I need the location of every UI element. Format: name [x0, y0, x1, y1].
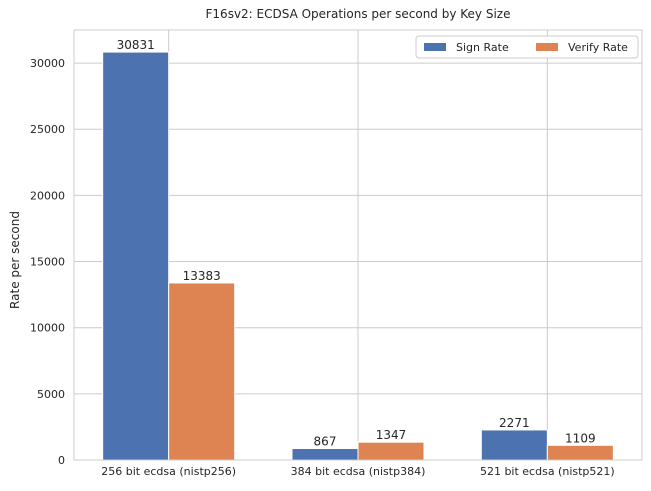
bar-value-label: 13383: [183, 269, 221, 283]
y-tick-label: 25000: [30, 123, 65, 136]
y-tick-label: 20000: [30, 189, 65, 202]
bar-sign-rate: [291, 448, 359, 461]
bars: [102, 51, 614, 461]
x-tick-label: 256 bit ecdsa (nistp256): [101, 465, 236, 478]
bar-value-label: 2271: [499, 416, 530, 430]
y-tick-label: 0: [58, 454, 65, 467]
bar-verify-rate: [546, 444, 614, 461]
bar-value-labels: 30831 867 2271 13383 1347 1109: [117, 38, 596, 448]
bar-value-label: 1109: [565, 431, 596, 445]
plot-frame: [73, 29, 643, 461]
bar-value-label: 1347: [376, 428, 407, 442]
bar-sign-rate: [102, 51, 170, 461]
legend-swatch: [424, 43, 446, 51]
legend-label: Verify Rate: [568, 41, 628, 54]
bar-sign-rate: [480, 429, 548, 461]
legend-swatch: [536, 43, 558, 51]
x-tick-label: 521 bit ecdsa (nistp521): [480, 465, 615, 478]
bar-verify-rate: [357, 441, 425, 461]
y-axis-title: Rate per second: [8, 211, 22, 309]
bar-value-label: 30831: [117, 38, 155, 52]
y-tick-label: 10000: [30, 322, 65, 335]
legend-box: [415, 35, 639, 59]
axis-tick-labels: 0 5000 10000 15000 20000 25000 30000 256 bit ec…: [30, 57, 615, 478]
y-tick-label: 15000: [30, 256, 65, 269]
y-tick-label: 30000: [30, 57, 65, 70]
x-tick-label: 384 bit ecdsa (nistp384): [291, 465, 426, 478]
legend: Sign Rate Verify Rate: [415, 35, 639, 59]
bar-verify-rate: [168, 282, 236, 461]
bar-value-label: 867: [314, 435, 337, 449]
y-tick-label: 5000: [37, 388, 65, 401]
chart-title: F16sv2: ECDSA Operations per second by K…: [206, 7, 511, 21]
legend-label: Sign Rate: [456, 41, 509, 54]
